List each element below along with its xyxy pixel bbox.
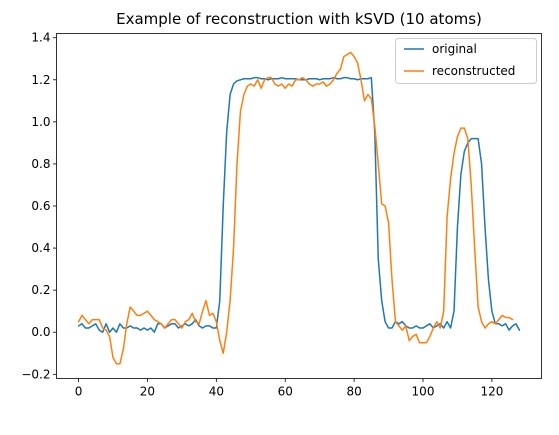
legend-label-original: original: [432, 42, 477, 56]
y-tick-label: 0.6: [31, 199, 50, 213]
x-tick-label: 80: [346, 385, 361, 399]
y-tick-label: 1.0: [31, 115, 50, 129]
legend-box: [395, 38, 537, 84]
series-line-reconstructed: [77, 51, 514, 365]
x-tick-label: 120: [480, 385, 503, 399]
y-tick-label: 1.2: [31, 73, 50, 87]
series-line-original: [77, 76, 521, 333]
y-tick-label: 0.0: [31, 325, 50, 339]
y-tick-label: 1.4: [31, 31, 50, 45]
x-tick-label: 40: [209, 385, 224, 399]
legend-label-reconstructed: reconstructed: [432, 64, 515, 78]
x-tick-label: 100: [412, 385, 435, 399]
plot-area: 0 20 40 60 80 100 120 −0.2 0.0 0.2 0.4 0.6 0.8 1.0 1.…: [21, 31, 542, 399]
x-tick-label: 60: [278, 385, 293, 399]
y-tick-label: 0.2: [31, 283, 50, 297]
chart-title: Example of reconstruction with kSVD (10 …: [116, 10, 482, 28]
y-tick-label: −0.2: [21, 367, 50, 381]
x-axis: 0 20 40 60 80 100 120: [75, 378, 503, 399]
series-layer: [77, 51, 521, 365]
y-tick-label: 0.4: [31, 241, 50, 255]
x-tick-label: 20: [140, 385, 155, 399]
x-tick-label: 0: [75, 385, 83, 399]
y-axis: −0.2 0.0 0.2 0.4 0.6 0.8 1.0 1.2 1.4: [21, 31, 57, 381]
legend: original reconstructed: [395, 38, 537, 84]
y-tick-label: 0.8: [31, 157, 50, 171]
